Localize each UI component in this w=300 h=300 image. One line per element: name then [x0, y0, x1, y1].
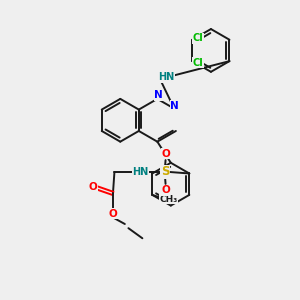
Text: Cl: Cl	[192, 33, 203, 43]
Text: N: N	[154, 90, 163, 100]
Text: HN: HN	[133, 167, 149, 177]
Text: CH₃: CH₃	[160, 195, 178, 204]
Text: N: N	[170, 101, 179, 111]
Text: O: O	[161, 185, 170, 195]
Text: Cl: Cl	[192, 58, 203, 68]
Text: S: S	[161, 166, 169, 178]
Text: HN: HN	[158, 72, 175, 82]
Text: O: O	[161, 148, 170, 159]
Text: O: O	[89, 182, 98, 192]
Text: O: O	[109, 209, 118, 219]
